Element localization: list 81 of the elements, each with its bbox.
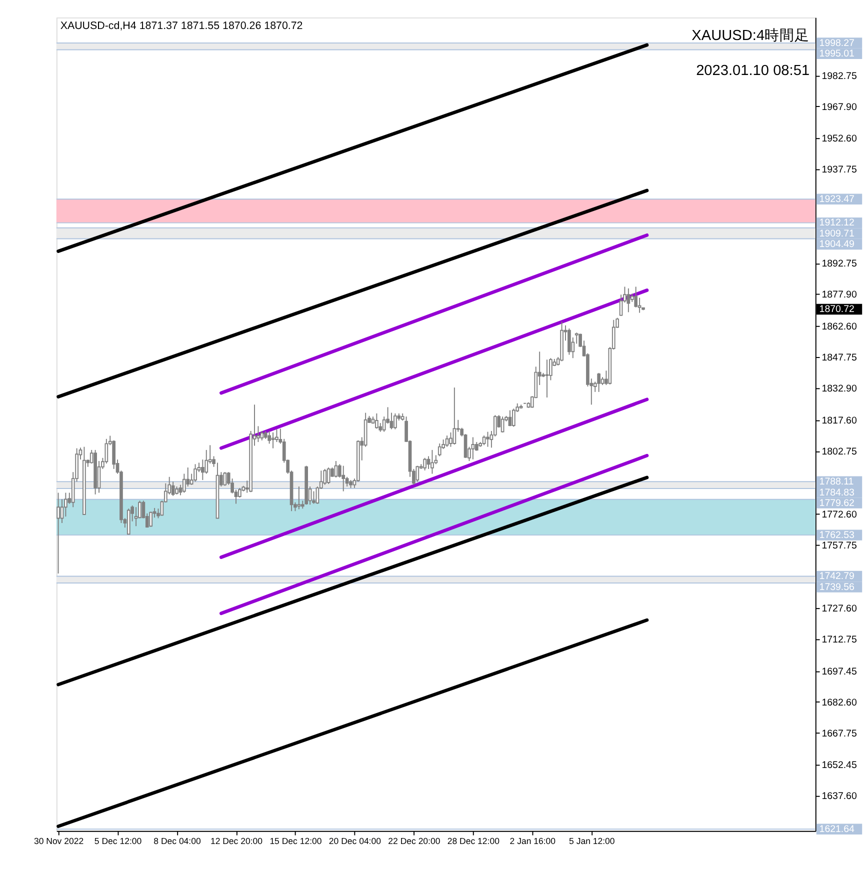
candlestick [312, 490, 316, 504]
y-tick-label: 1802.75 [822, 446, 857, 458]
y-tick-label: 1637.60 [822, 791, 858, 802]
y-tick-label: 1652.45 [822, 760, 857, 772]
candlestick [500, 416, 504, 433]
x-tick-label: 30 Nov 2022 [34, 836, 84, 846]
candlestick [323, 468, 327, 486]
ref-line-label: 1762.53 [819, 530, 854, 541]
candlestick [626, 288, 630, 313]
candlestick [430, 449, 434, 474]
candlestick [486, 431, 490, 448]
y-tick-label: 1712.75 [822, 634, 857, 646]
y-tick-label: 1697.45 [822, 666, 857, 678]
ref-line-label: 1909.71 [819, 228, 854, 240]
y-tick-label: 1877.90 [822, 290, 858, 301]
y-tick-label: 1682.60 [822, 697, 858, 708]
candlestick [260, 430, 264, 441]
y-tick-label: 1817.60 [822, 416, 858, 427]
candlestick [297, 486, 301, 510]
candlestick [268, 430, 271, 444]
candlestick [171, 481, 175, 496]
annotation: 2023.01.10 08:51 [696, 62, 810, 79]
ref-line-label: 1923.47 [819, 194, 854, 206]
x-tick-label: 28 Dec 12:00 [447, 836, 500, 846]
candlestick [568, 328, 571, 356]
candlestick [597, 372, 600, 392]
candlestick [326, 467, 330, 484]
candlestick [449, 432, 452, 448]
y-tick-label: 1847.75 [822, 352, 857, 364]
x-tick-label: 20 Dec 04:00 [328, 836, 382, 846]
candlestick [482, 435, 486, 446]
candlestick [545, 359, 549, 398]
candlestick [508, 410, 512, 427]
candlestick [223, 472, 227, 486]
y-tick-label: 1952.60 [822, 134, 858, 145]
candlestick [445, 435, 449, 448]
x-tick-label: 15 Dec 12:00 [270, 836, 322, 846]
ref-line-label: 1784.83 [819, 487, 854, 498]
candlestick [438, 442, 442, 457]
candlestick [56, 492, 60, 574]
ref-line-label: 1788.11 [819, 476, 854, 488]
y-tick-label: 1832.90 [822, 384, 858, 395]
y-tick-label: 1967.90 [822, 102, 858, 113]
candlestick [194, 464, 197, 482]
y-tick-label: 1892.75 [822, 258, 857, 270]
x-tick-label: 5 Jan 12:00 [569, 836, 615, 846]
candlestick [394, 412, 397, 430]
ref-line-label: 1742.79 [819, 571, 854, 582]
ref-line-label: 1998.27 [819, 38, 854, 49]
candlestick [271, 432, 275, 449]
chart-title: XAUUSD-cd,H4 1871.37 1871.55 1870.26 1870.72 [60, 20, 303, 32]
text: 1870.72 [819, 304, 854, 316]
y-tick-label: 1982.75 [822, 70, 857, 82]
annotation: XAUUSD:4時間足 [692, 26, 810, 44]
y-tick-label: 1862.60 [822, 322, 858, 333]
candlestick [201, 459, 204, 481]
candlestick [423, 457, 426, 471]
ref-line-label: 1995.01 [819, 48, 854, 60]
ref-line-label: 1904.49 [819, 239, 854, 250]
y-tick-label: 1937.75 [822, 164, 857, 176]
candlestick [471, 436, 475, 460]
y-tick-label: 1757.75 [822, 540, 857, 552]
x-tick-label: 22 Dec 20:00 [388, 836, 440, 846]
candlestick [256, 426, 260, 443]
x-tick-label: 8 Dec 04:00 [154, 836, 201, 846]
ref-line-label: 1621.64 [819, 824, 856, 836]
candlestick [342, 465, 346, 492]
candlestick [375, 412, 378, 430]
y-tick-label: 1667.75 [822, 728, 857, 740]
ref-line-label: 1912.12 [819, 218, 854, 229]
candlestick [452, 387, 456, 446]
ref-line-label: 1739.56 [819, 582, 854, 593]
candlestick [149, 511, 153, 528]
y-tick-label: 1772.60 [822, 509, 858, 520]
candlestick [416, 465, 420, 482]
x-tick-label: 5 Dec 12:00 [94, 836, 142, 846]
y-tick-label: 1727.60 [822, 603, 858, 614]
x-tick-label: 2 Jan 16:00 [510, 836, 556, 846]
ref-line-label: 1779.62 [819, 498, 854, 509]
x-tick-label: 12 Dec 20:00 [210, 836, 263, 846]
candlestick [126, 508, 130, 535]
